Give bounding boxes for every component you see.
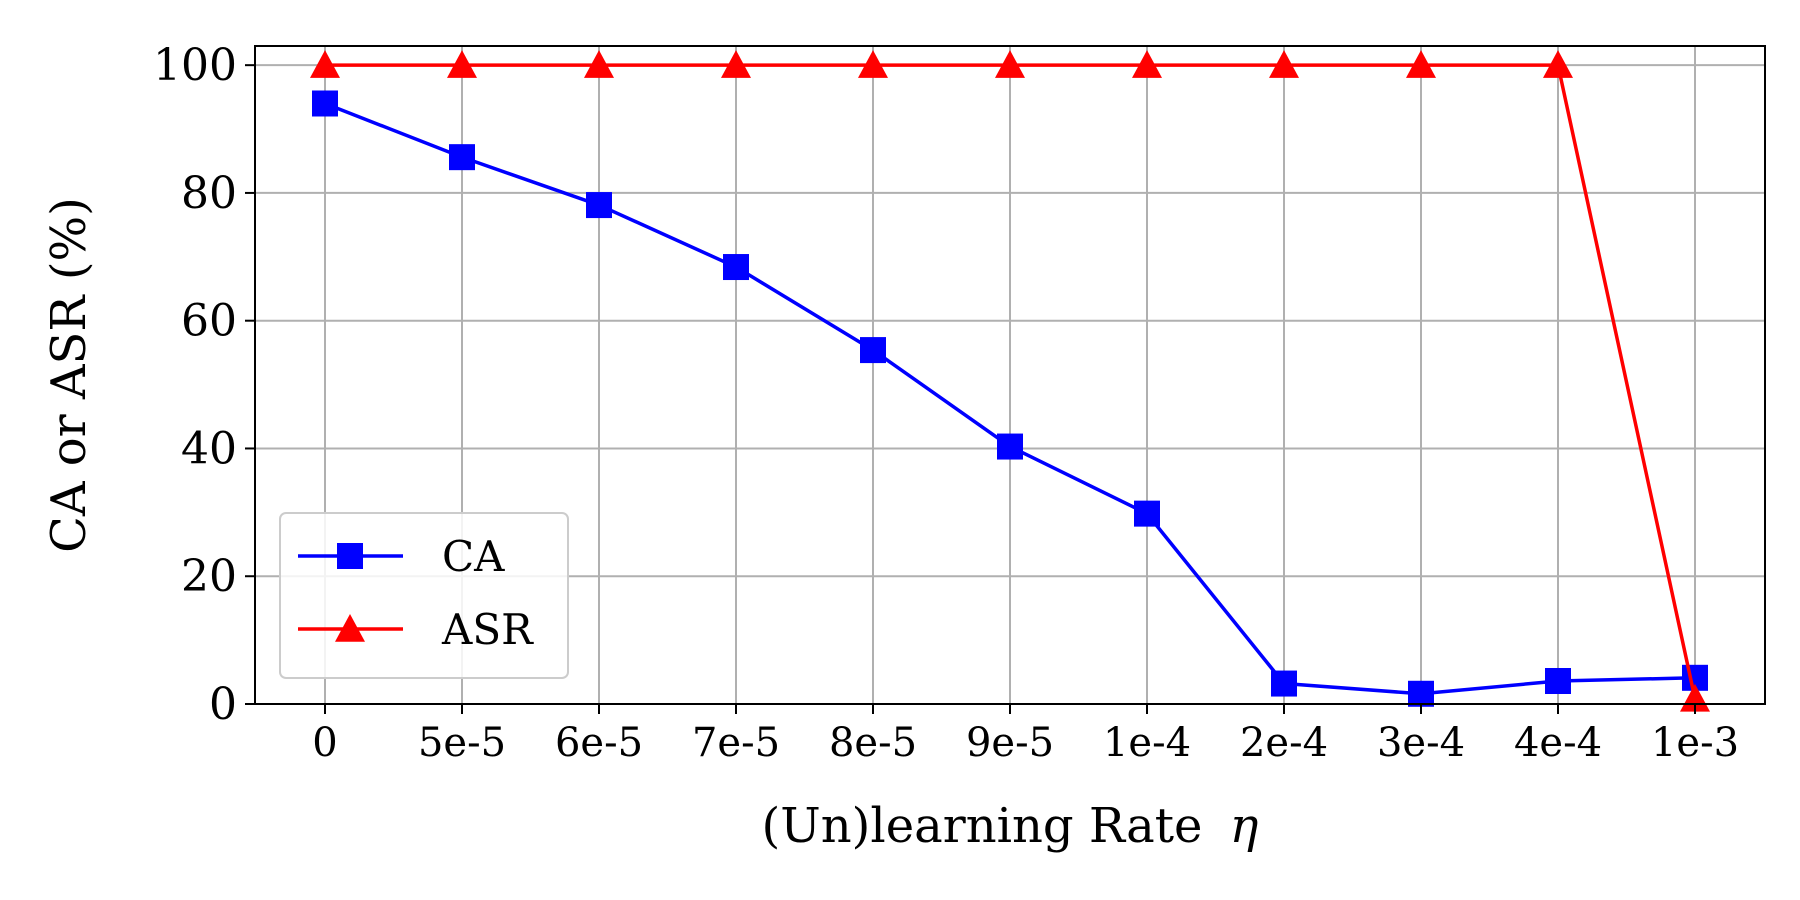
x-tick-label: 5e-5 [418,720,506,766]
data-point-ca [1408,680,1434,707]
data-point-asr [1269,50,1299,78]
legend-label-ca: CA [442,532,505,581]
data-point-asr [995,50,1025,78]
legend: CA ASR [279,512,569,679]
x-tick-label: 4e-4 [1514,720,1602,766]
data-point-ca [1271,670,1297,697]
data-point-asr [584,50,614,78]
series-asr [310,50,1710,712]
legend-label-asr: ASR [441,605,534,654]
data-point-ca [586,192,612,219]
x-axis-title: (Un)learning Rate η [762,798,1259,854]
y-tick-label: 100 [153,40,237,91]
series-ca [312,90,1708,707]
x-tick-label: 2e-4 [1240,720,1328,766]
data-point-asr [310,50,340,78]
data-point-asr [1543,50,1573,78]
y-tick-label: 40 [181,423,237,474]
data-point-ca [1545,668,1571,695]
data-point-asr [447,50,477,78]
data-point-ca [449,144,475,171]
data-point-ca [860,337,886,364]
data-point-ca [723,254,749,281]
data-point-asr [1132,50,1162,78]
x-tick-label: 1e-4 [1103,720,1191,766]
data-point-asr [858,50,888,78]
ticks: 0 5e-5 6e-5 7e-5 8e-5 9e-5 1e-4 2e-4 3e-4 4e-4 1e-… [153,40,1739,766]
x-tick-label: 7e-5 [692,720,780,766]
x-axis-title-symbol: η [1230,798,1259,854]
data-point-asr [721,50,751,78]
x-tick-label: 3e-4 [1377,720,1465,766]
data-point-ca [997,433,1023,460]
y-tick-label: 60 [181,296,237,347]
legend-marker-ca [337,543,363,569]
x-axis-title-text: (Un)learning Rate [762,798,1203,854]
legend-marker-asr [335,614,365,642]
data-point-ca [1134,500,1160,527]
y-tick-label: 80 [181,168,237,219]
data-point-asr [1406,50,1436,78]
series-layer [310,50,1710,712]
x-tick-label: 8e-5 [829,720,917,766]
x-tick-label: 0 [312,720,337,766]
legend-item-ca: CA [298,532,505,581]
y-tick-label: 0 [209,679,237,730]
x-tick-label: 1e-3 [1651,720,1739,766]
x-tick-label: 9e-5 [966,720,1054,766]
y-axis-title: CA or ASR (%) [41,197,97,553]
y-tick-label: 20 [181,551,237,602]
x-tick-label: 6e-5 [555,720,643,766]
legend-item-asr: ASR [298,605,534,654]
data-point-ca [312,90,338,117]
